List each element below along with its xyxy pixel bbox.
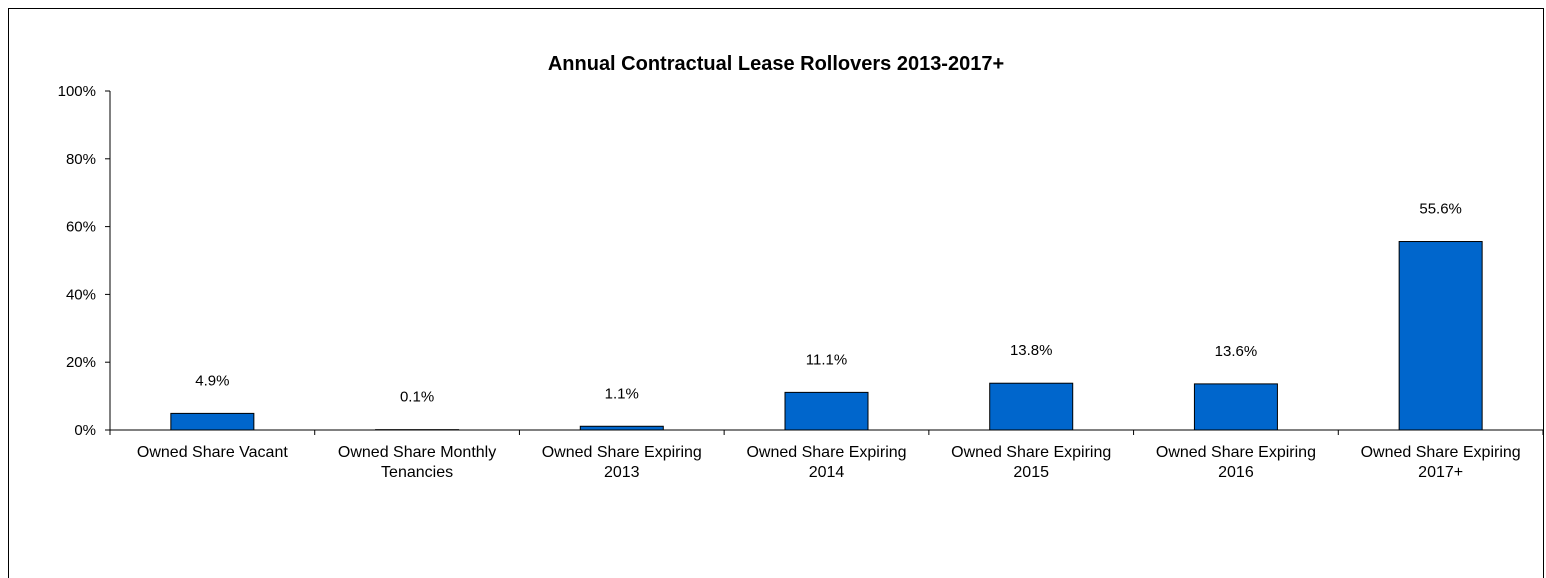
data-label: 4.9% xyxy=(195,372,229,389)
data-label: 1.1% xyxy=(605,385,639,402)
data-label: 55.6% xyxy=(1419,201,1462,218)
data-label: 13.6% xyxy=(1215,343,1258,360)
x-axis xyxy=(110,430,1543,435)
category-label: Owned Share Expiring xyxy=(542,444,702,461)
category-label: 2016 xyxy=(1218,464,1254,481)
bar xyxy=(990,383,1073,430)
bar xyxy=(785,392,868,430)
data-label: 13.8% xyxy=(1010,342,1053,359)
category-label: 2017+ xyxy=(1418,464,1463,481)
y-tick-label: 40% xyxy=(66,286,96,303)
category-label: Owned Share Expiring xyxy=(1361,444,1521,461)
y-tick-label: 0% xyxy=(74,422,96,439)
category-label: Owned Share Vacant xyxy=(137,444,288,461)
category-label: Owned Share Expiring xyxy=(951,444,1111,461)
y-tick-label: 100% xyxy=(58,83,96,100)
category-label: 2013 xyxy=(604,464,640,481)
category-label: Owned Share Monthly xyxy=(338,444,496,461)
data-labels: 4.9% 0.1% 1.1% 11.1% 13.8% 13.6% 55.6% xyxy=(195,201,1462,406)
category-label: Owned Share Expiring xyxy=(746,444,906,461)
data-label: 11.1% xyxy=(806,351,847,368)
category-labels: Owned Share Vacant Owned Share Monthly Ten… xyxy=(137,444,1521,481)
y-axis: 0% 20% 40% 60% 80% 100% xyxy=(58,83,110,439)
bars xyxy=(171,242,1482,430)
y-tick-label: 20% xyxy=(66,354,96,371)
category-label: 2015 xyxy=(1013,464,1049,481)
bar xyxy=(580,426,663,430)
chart-title: Annual Contractual Lease Rollovers 2013-… xyxy=(548,53,1004,75)
y-tick-label: 60% xyxy=(66,219,96,236)
category-label: Tenancies xyxy=(381,464,453,481)
category-label: 2014 xyxy=(809,464,845,481)
y-tick-label: 80% xyxy=(66,151,96,168)
bar xyxy=(1194,384,1277,430)
bar xyxy=(171,413,254,430)
bar xyxy=(1399,242,1482,430)
category-label: Owned Share Expiring xyxy=(1156,444,1316,461)
data-label: 0.1% xyxy=(400,389,434,406)
